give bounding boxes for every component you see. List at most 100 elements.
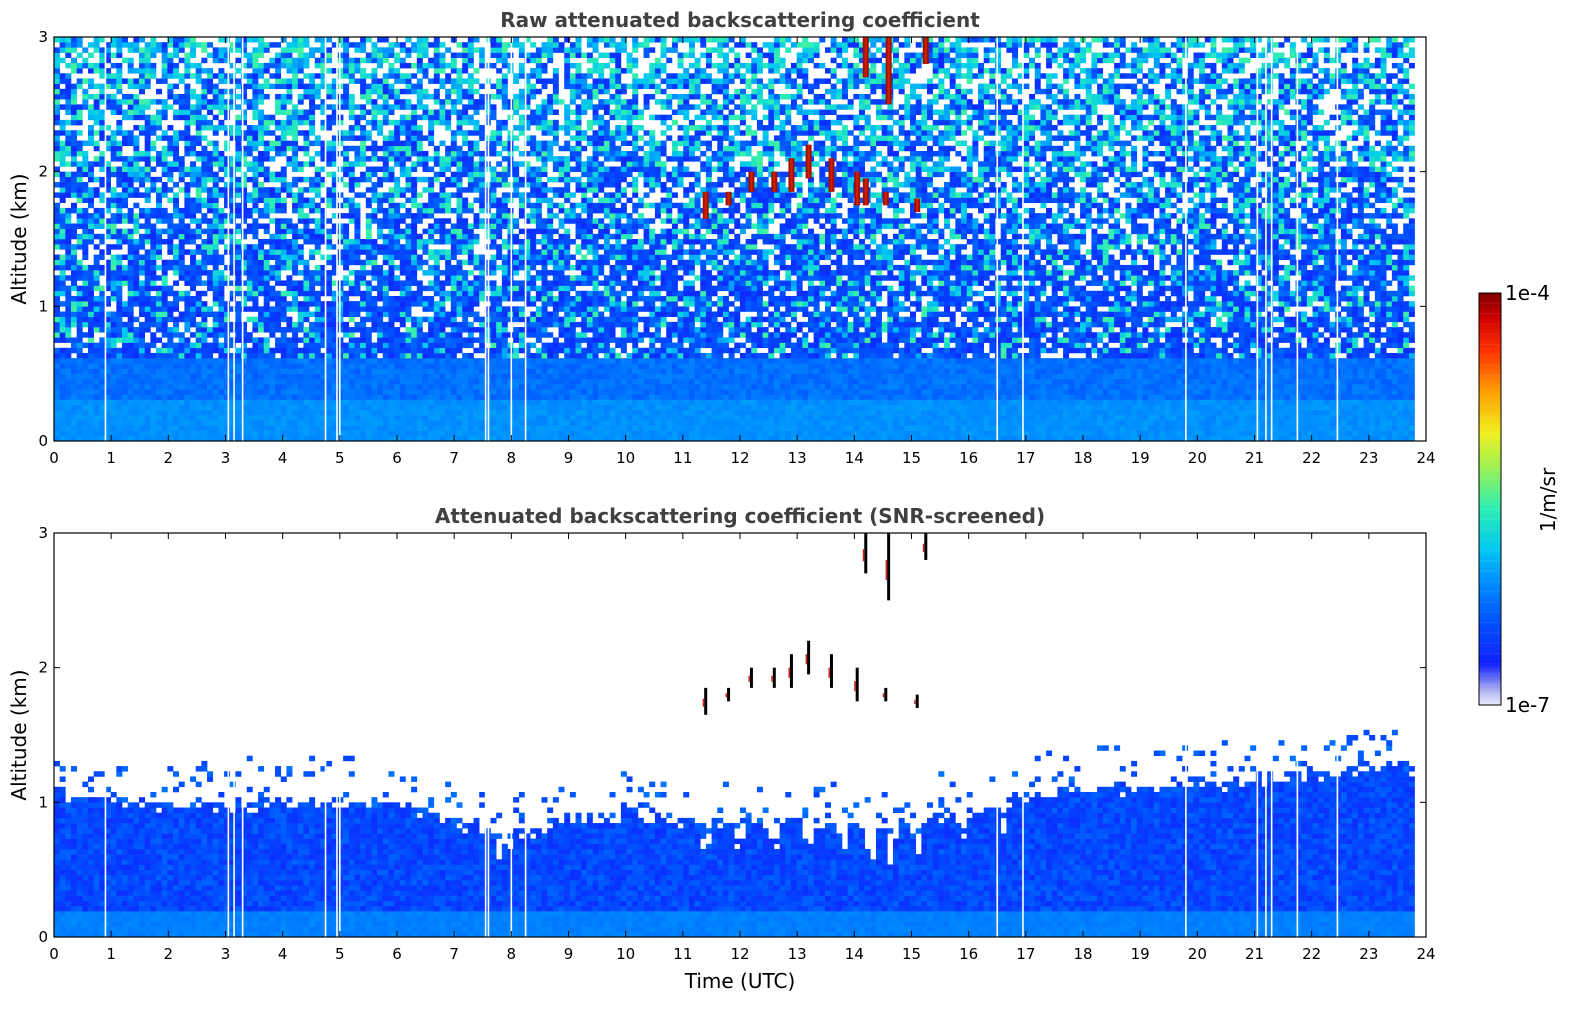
- backscatter-cell: [139, 327, 146, 333]
- backscatter-cell: [173, 249, 180, 255]
- backscatter-cell: [371, 244, 378, 250]
- backscatter-cell: [416, 114, 423, 121]
- backscatter-cell: [139, 114, 146, 121]
- backscatter-cell: [144, 415, 151, 421]
- backscatter-cell: [150, 228, 157, 235]
- backscatter-cell: [76, 275, 83, 281]
- backscatter-cell: [269, 192, 276, 198]
- backscatter-cell: [173, 62, 180, 69]
- backscatter-cell: [439, 394, 446, 400]
- backscatter-cell: [496, 384, 503, 390]
- backscatter-cell: [235, 285, 242, 292]
- backscatter-cell: [399, 368, 406, 374]
- backscatter-cell: [501, 363, 508, 369]
- backscatter-cell: [190, 37, 197, 43]
- backscatter-cell: [490, 430, 497, 437]
- backscatter-cell: [139, 223, 146, 229]
- backscatter-cell: [110, 316, 117, 323]
- backscatter-cell: [127, 192, 134, 198]
- backscatter-cell: [173, 228, 180, 235]
- backscatter-cell: [348, 125, 355, 131]
- backscatter-cell: [394, 389, 401, 395]
- backscatter-cell: [258, 114, 265, 121]
- backscatter-cell: [297, 145, 304, 152]
- backscatter-cell: [496, 295, 503, 302]
- backscatter-cell: [246, 394, 253, 400]
- backscatter-cell: [416, 99, 423, 105]
- backscatter-cell: [212, 93, 219, 100]
- backscatter-cell: [269, 409, 276, 416]
- backscatter-cell: [201, 68, 208, 74]
- backscatter-cell: [110, 156, 117, 162]
- backscatter-cell: [116, 213, 123, 219]
- backscatter-cell: [156, 316, 163, 323]
- backscatter-cell: [399, 192, 406, 198]
- backscatter-cell: [348, 78, 355, 84]
- backscatter-cell: [405, 363, 412, 369]
- backscatter-cell: [343, 409, 350, 416]
- backscatter-cell: [252, 327, 259, 333]
- backscatter-cell: [263, 347, 270, 354]
- backscatter-cell: [116, 140, 123, 147]
- backscatter-cell: [490, 290, 497, 297]
- backscatter-cell: [399, 62, 406, 69]
- backscatter-cell: [167, 68, 174, 74]
- backscatter-cell: [258, 311, 265, 317]
- backscatter-cell: [54, 192, 60, 198]
- backscatter-cell: [439, 62, 446, 69]
- backscatter-cell: [292, 109, 299, 115]
- backscatter-cell: [473, 347, 480, 354]
- backscatter-cell: [428, 394, 435, 400]
- backscatter-cell: [71, 57, 77, 64]
- backscatter-cell: [433, 409, 440, 416]
- backscatter-cell: [303, 373, 310, 380]
- backscatter-cell: [212, 420, 219, 426]
- backscatter-cell: [224, 327, 231, 333]
- backscatter-cell: [297, 233, 304, 240]
- backscatter-cell: [320, 430, 327, 437]
- backscatter-cell: [382, 78, 389, 84]
- backscatter-cell: [445, 394, 452, 400]
- backscatter-cell: [65, 244, 72, 250]
- backscatter-cell: [156, 404, 163, 411]
- backscatter-cell: [280, 358, 287, 364]
- backscatter-cell: [371, 420, 378, 426]
- backscatter-cell: [150, 404, 157, 411]
- backscatter-cell: [173, 394, 180, 400]
- backscatter-cell: [156, 78, 163, 84]
- backscatter-cell: [127, 228, 134, 235]
- backscatter-cell: [314, 150, 321, 157]
- backscatter-cell: [479, 342, 486, 349]
- backscatter-cell: [133, 228, 140, 235]
- backscatter-cell: [207, 244, 214, 250]
- backscatter-cell: [445, 233, 452, 240]
- backscatter-cell: [82, 197, 89, 204]
- backscatter-cell: [286, 368, 293, 374]
- backscatter-cell: [241, 409, 248, 416]
- backscatter-cell: [280, 197, 287, 204]
- backscatter-cell: [422, 352, 429, 359]
- backscatter-cell: [82, 88, 89, 95]
- backscatter-cell: [326, 218, 333, 224]
- backscatter-cell: [156, 347, 163, 354]
- backscatter-cell: [456, 166, 463, 172]
- backscatter-cell: [275, 295, 282, 302]
- backscatter-cell: [127, 166, 134, 172]
- backscatter-cell: [450, 171, 457, 178]
- backscatter-cell: [173, 435, 180, 442]
- backscatter-cell: [76, 145, 83, 152]
- backscatter-cell: [88, 197, 94, 204]
- backscatter-cell: [348, 373, 355, 380]
- backscatter-cell: [360, 176, 367, 183]
- backscatter-cell: [122, 93, 128, 100]
- backscatter-cell: [303, 415, 310, 421]
- backscatter-cell: [286, 409, 293, 416]
- backscatter-cell: [161, 327, 168, 333]
- backscatter-cell: [161, 218, 168, 224]
- backscatter-cell: [309, 88, 316, 95]
- backscatter-cell: [388, 332, 395, 338]
- backscatter-cell: [218, 420, 225, 426]
- backscatter-cell: [167, 311, 174, 317]
- backscatter-cell: [201, 264, 208, 271]
- backscatter-cell: [195, 420, 202, 426]
